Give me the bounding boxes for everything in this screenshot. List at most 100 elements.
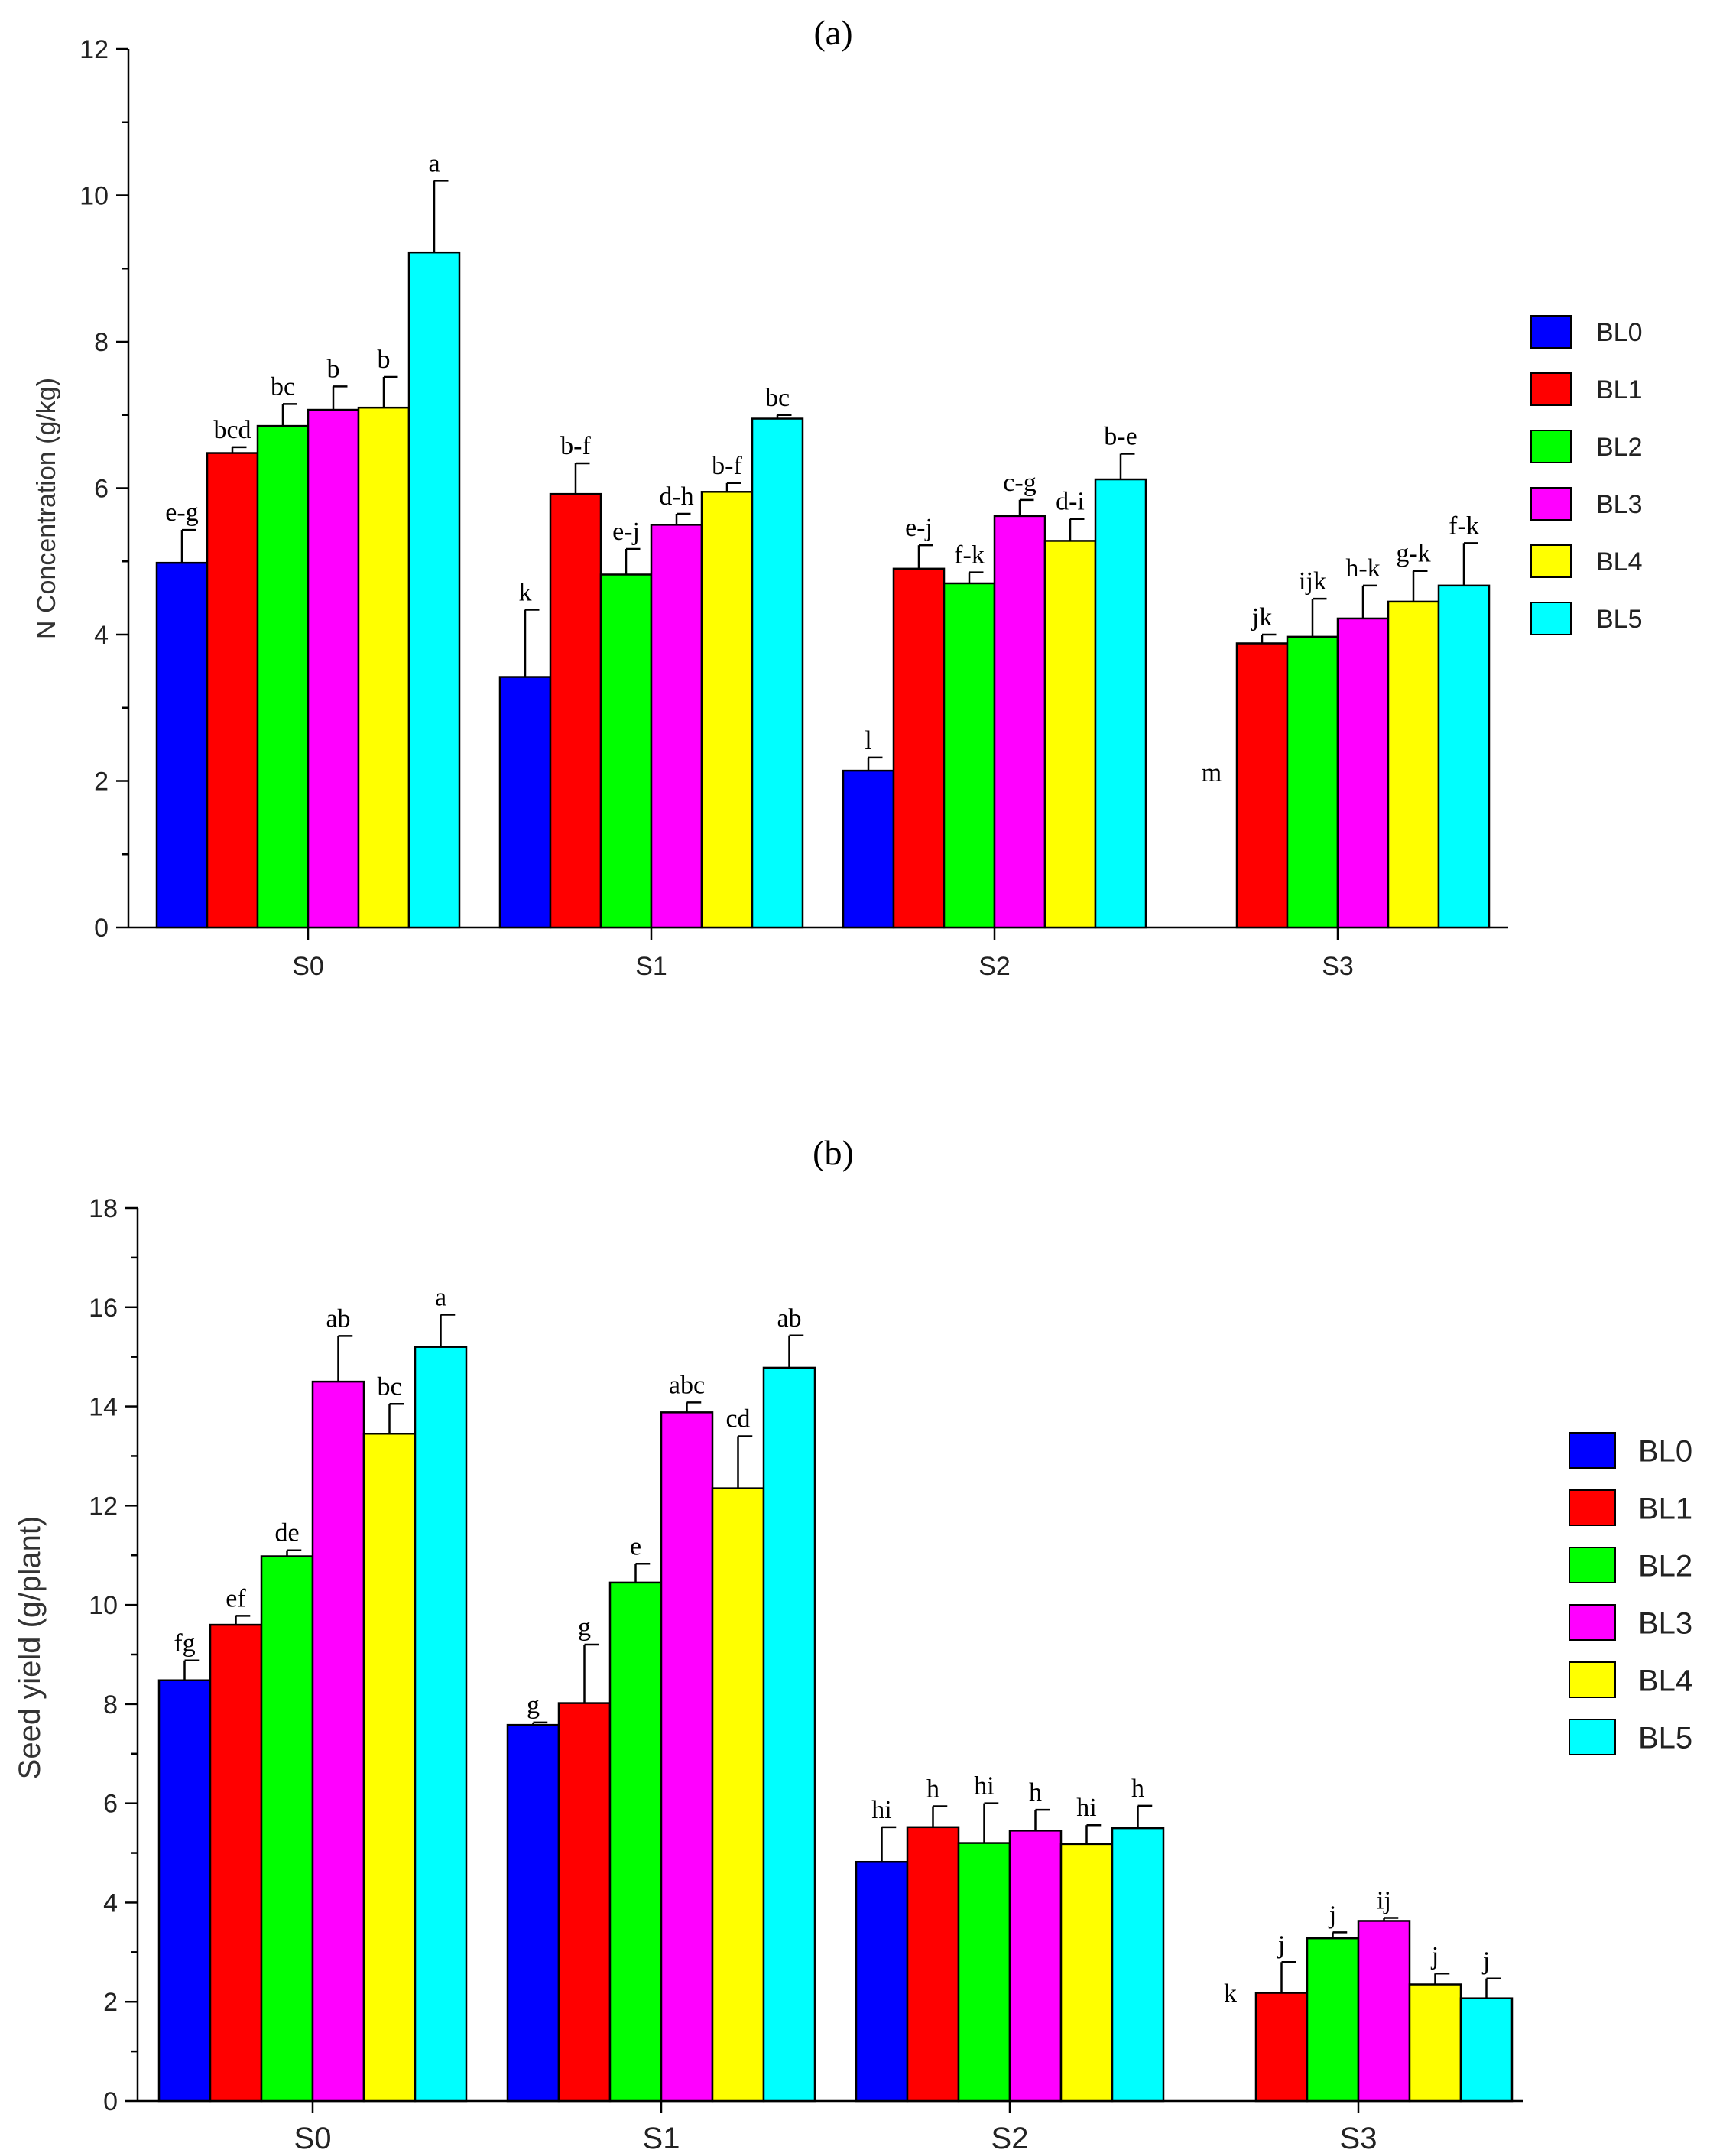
chart-a-title: (a) [813,13,852,52]
significance-letter: e [630,1532,641,1560]
significance-letter: bc [765,384,790,412]
significance-letter: hi [871,1796,891,1824]
legend-label: BL3 [1638,1606,1692,1640]
x-tick-label: S3 [1322,952,1354,981]
bar [762,1366,816,2103]
significance-letter: bcd [213,416,251,444]
chart-b-legend: BL0 BL1 BL2 BL3 BL4 BL5 [1569,1432,1692,1755]
bar [498,676,552,929]
legend-swatch [1569,1547,1616,1583]
bar [892,567,946,929]
legend-label: BL4 [1638,1664,1692,1697]
x-tick-label: S0 [294,2122,332,2153]
y-tick-label: 6 [94,475,109,504]
y-tick-label: 2 [94,768,109,797]
significance-letter: bc [271,372,295,401]
chart-a-legend: BL0 BL1 BL2 BL3 BL4 BL5 [1530,315,1643,635]
bar [256,424,310,929]
legend-swatch [1530,487,1572,521]
legend-label: BL2 [1596,433,1643,462]
significance-letter: j [1329,1901,1336,1929]
significance-letter: g [578,1613,591,1642]
bar [155,561,209,929]
y-tick-label: 10 [89,1591,118,1620]
y-tick-label: 10 [79,182,109,211]
legend-label: BL0 [1596,318,1643,347]
significance-letter: jk [1251,603,1272,632]
significance-letter: m [1202,759,1222,787]
significance-letter: abc [669,1371,705,1399]
x-tick-label: S1 [643,2122,680,2153]
bar [842,769,895,929]
bar [1286,635,1339,929]
significance-letter: cd [725,1404,750,1433]
y-tick-label: 0 [94,914,109,943]
legend-swatch [1569,1604,1616,1641]
bar [751,417,804,929]
significance-letter: k [519,578,532,606]
significance-letter: j [1277,1931,1285,1959]
bar [1254,1992,1309,2103]
chart-a-y-axis-label: N Concentration (g/kg) [32,378,61,639]
bar [957,1842,1011,2103]
chart-b-title: (b) [813,1133,854,1172]
significance-letter: d-h [659,482,693,511]
bar [407,251,461,929]
significance-letter: j [1431,1942,1439,1970]
bar [209,1623,263,2103]
legend-swatch [1569,1432,1616,1469]
y-tick-label: 4 [94,621,109,650]
bar [608,1581,663,2103]
significance-letter: ab [777,1304,801,1333]
bar [1408,1983,1462,2103]
y-tick-label: 8 [94,328,109,357]
significance-letter: d-i [1056,488,1085,516]
significance-letter: ef [226,1584,246,1612]
bar [599,573,653,929]
bar [943,582,996,929]
bar [1306,1937,1360,2103]
significance-letter: e-j [905,514,933,542]
bar [1437,584,1491,929]
bar [557,1702,612,2103]
significance-letter: b [327,355,340,383]
significance-letter: g-k [1396,540,1430,568]
legend-label: BL4 [1596,547,1643,576]
bar [157,1679,212,2103]
significance-letter: de [274,1519,299,1547]
significance-letter: e-g [165,498,198,527]
bar [700,491,754,929]
significance-letter: l [865,726,871,755]
significance-letter: b-e [1104,422,1137,450]
significance-letter: g [527,1691,540,1719]
bar [260,1555,314,2103]
chart-b-y-axis-label: Seed yield (g/plant) [13,1516,47,1780]
x-tick-label: S2 [978,952,1011,981]
bar [357,406,410,929]
legend-label: BL0 [1638,1434,1692,1468]
significance-letter: fg [174,1629,195,1658]
bar [311,1380,365,2103]
y-tick-label: 12 [79,35,109,64]
significance-letter: hi [1076,1794,1096,1822]
legend-label: BL2 [1638,1549,1692,1583]
legend-swatch [1569,1661,1616,1698]
y-tick-label: 2 [103,1988,118,2017]
significance-letter: f-k [954,541,985,570]
bar [1043,540,1097,929]
y-tick-label: 0 [103,2087,118,2116]
bar [660,1411,714,2103]
legend-swatch [1530,544,1572,578]
y-tick-label: 14 [89,1393,118,1422]
significance-letter: b-f [712,452,742,480]
significance-letter: a [435,1284,446,1312]
bar [906,1826,960,2103]
significance-letter: j [1482,1947,1490,1976]
bar [307,408,360,929]
bar [362,1432,417,2103]
bar [506,1723,560,2103]
y-tick-label: 18 [89,1194,118,1223]
legend-label: BL3 [1596,490,1643,519]
significance-letter: ijk [1299,567,1326,596]
